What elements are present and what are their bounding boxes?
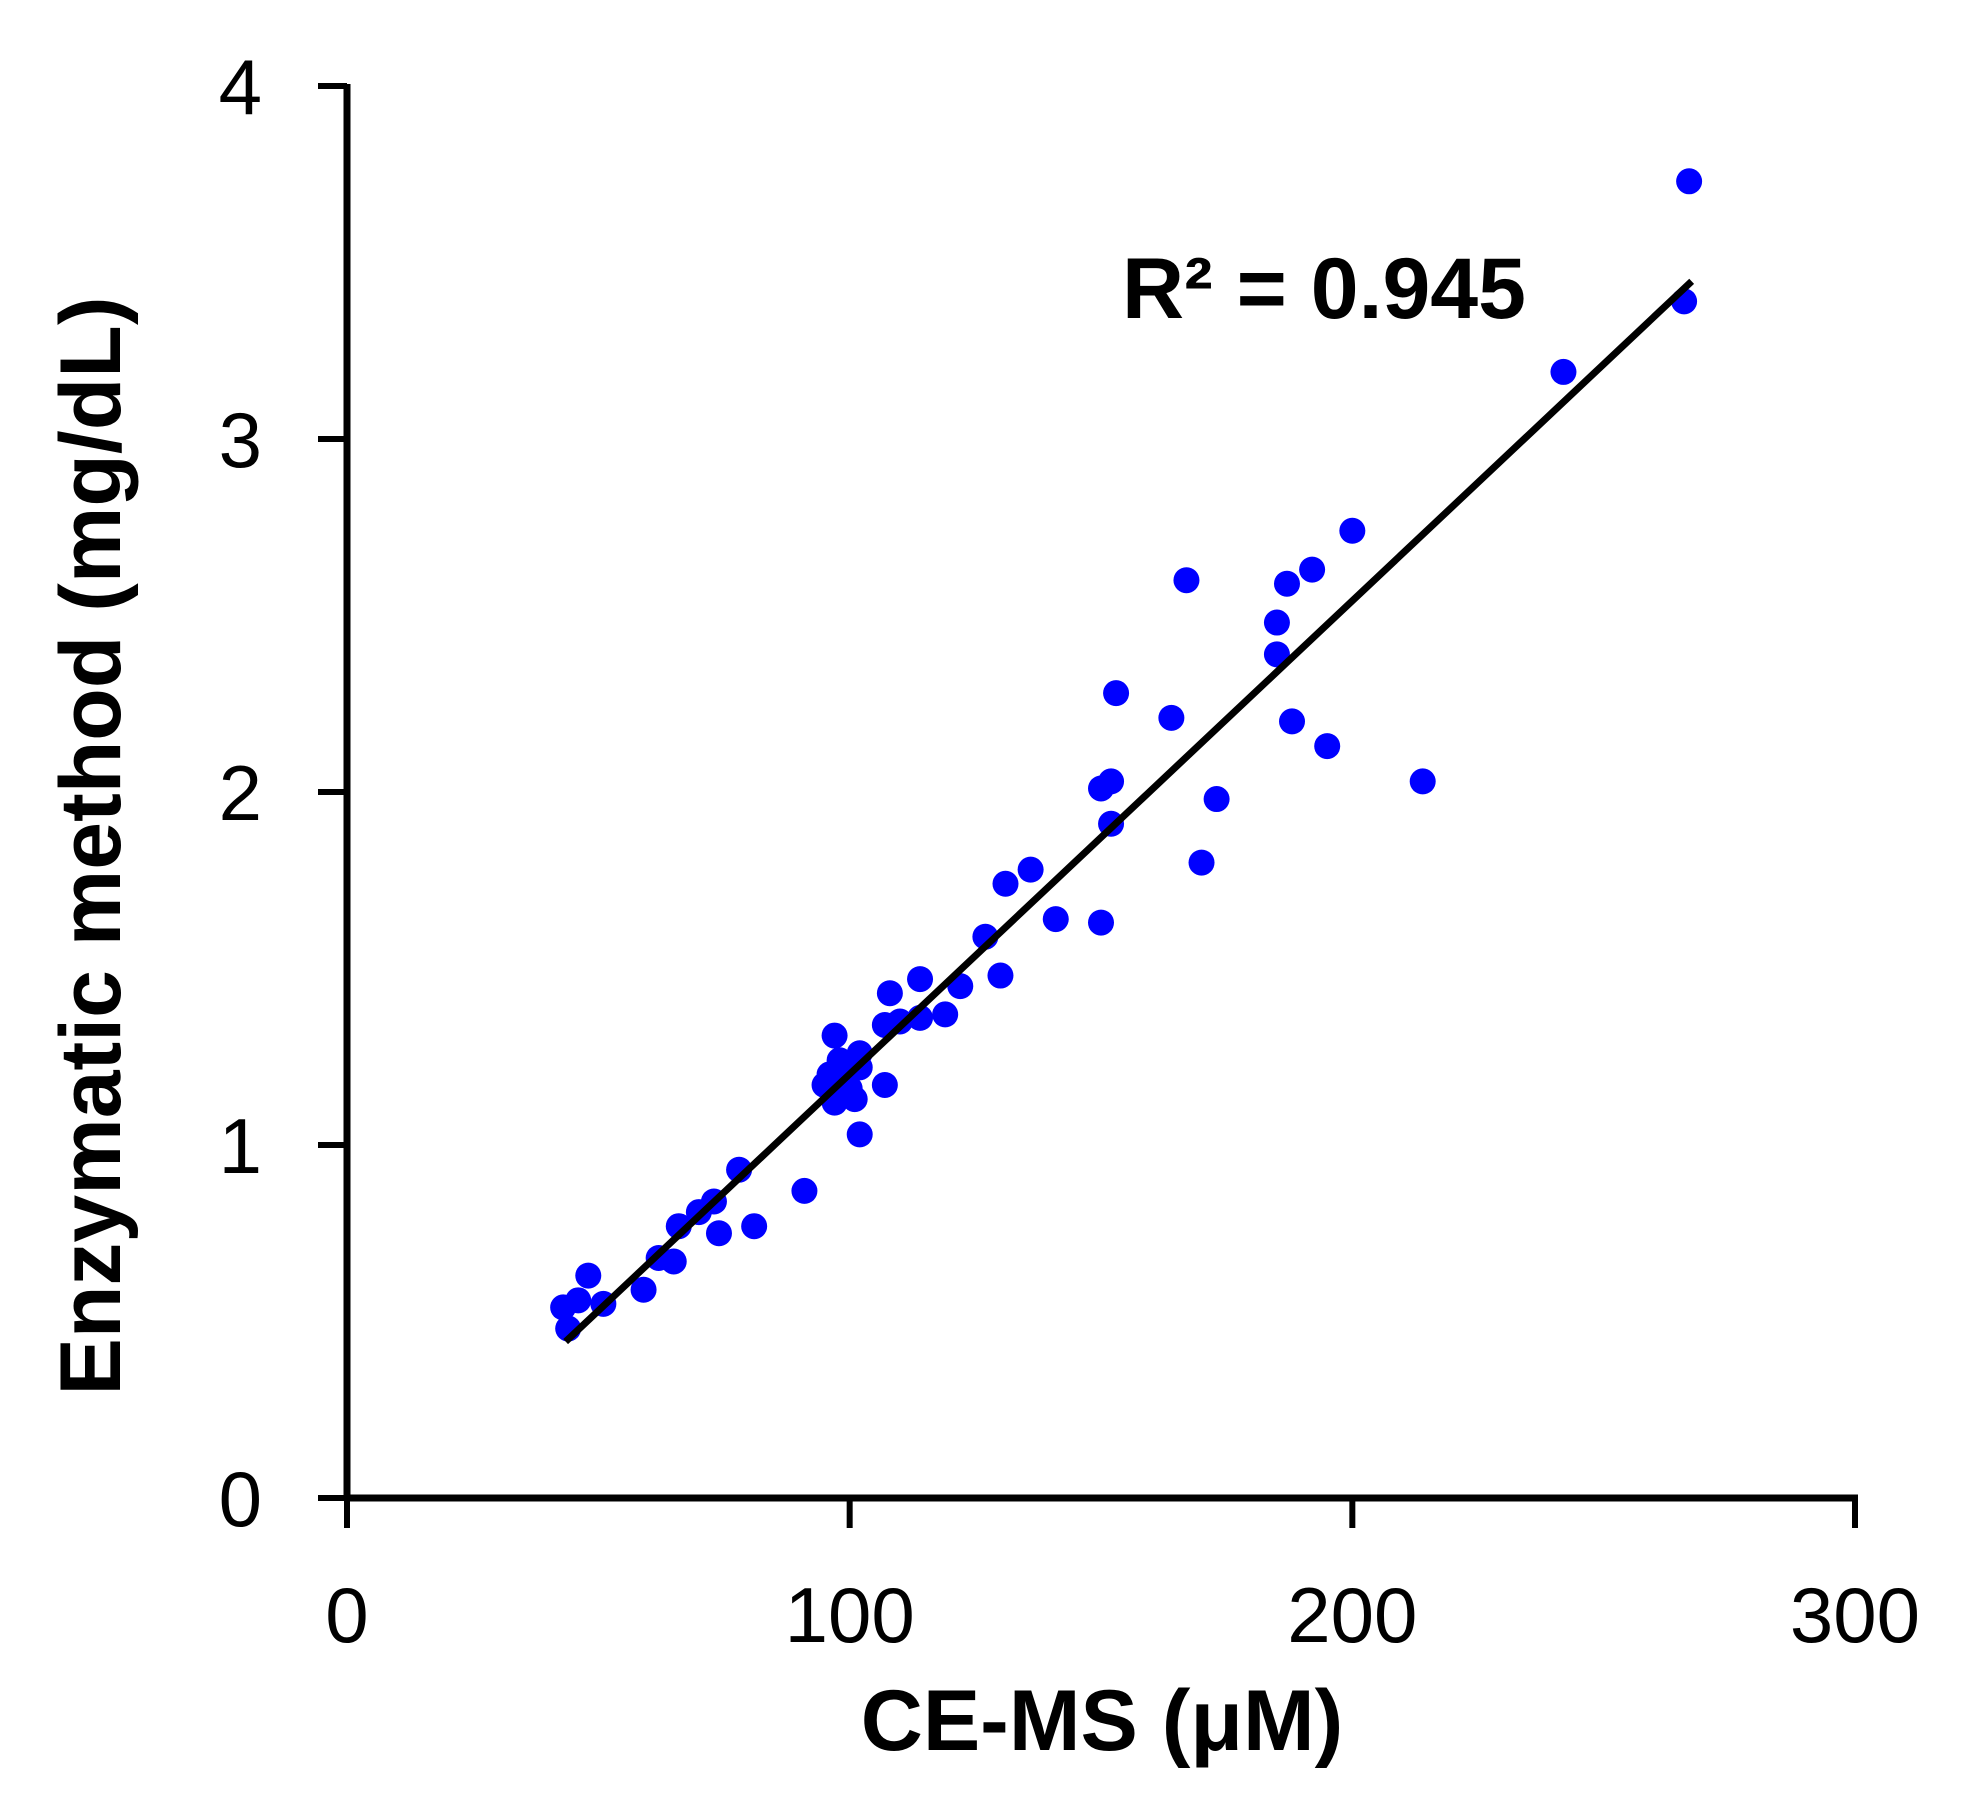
- data-point: [1103, 680, 1130, 707]
- y-axis-title: Enzymatic method (mg/dL): [43, 297, 139, 1396]
- data-points: [550, 168, 1703, 1342]
- y-tick-label: 0: [219, 1455, 262, 1543]
- data-point: [1263, 641, 1290, 668]
- data-point: [1203, 786, 1230, 813]
- data-point: [741, 1213, 768, 1240]
- data-point: [791, 1177, 818, 1204]
- data-point: [992, 870, 1019, 897]
- data-point: [705, 1220, 732, 1247]
- data-point: [876, 980, 903, 1007]
- data-point: [1676, 168, 1703, 195]
- y-tick-label: 2: [219, 749, 262, 837]
- x-axis-title: CE-MS (μM): [861, 1673, 1344, 1769]
- y-ticks: 0 1 2 3 4: [219, 43, 347, 1543]
- data-point: [1299, 556, 1326, 583]
- x-tick-label: 300: [1790, 1571, 1920, 1659]
- data-point: [886, 1008, 913, 1035]
- data-point: [1088, 909, 1114, 936]
- y-tick-label: 1: [219, 1102, 262, 1190]
- data-point: [1098, 768, 1125, 795]
- data-point: [1173, 567, 1200, 594]
- data-point: [846, 1121, 873, 1148]
- r-squared-annotation: R² = 0.945: [1122, 241, 1526, 337]
- data-point: [1042, 906, 1069, 933]
- data-point: [987, 962, 1014, 989]
- data-point: [932, 1001, 959, 1028]
- data-point: [1314, 733, 1341, 760]
- data-point: [871, 1071, 898, 1098]
- data-point: [821, 1022, 848, 1049]
- y-tick-label: 3: [219, 396, 262, 484]
- data-point: [1279, 708, 1306, 735]
- data-point: [1550, 358, 1577, 385]
- data-point: [660, 1248, 687, 1275]
- data-point: [1273, 570, 1300, 597]
- x-tick-label: 100: [785, 1571, 915, 1659]
- data-point: [630, 1276, 657, 1303]
- data-point: [575, 1262, 602, 1289]
- y-tick-label: 4: [219, 43, 262, 131]
- data-point: [1339, 517, 1366, 544]
- data-point: [1017, 856, 1044, 883]
- data-point: [1263, 609, 1290, 636]
- trendline: [563, 278, 1695, 1345]
- x-tick-label: 0: [325, 1571, 368, 1659]
- x-tick-label: 200: [1287, 1571, 1417, 1659]
- data-point: [565, 1287, 592, 1314]
- data-point: [1188, 849, 1215, 876]
- data-point: [841, 1086, 868, 1113]
- data-point: [907, 966, 934, 993]
- trendline-group: [563, 278, 1695, 1345]
- data-point: [1158, 704, 1185, 731]
- x-ticks: 0 100 200 300: [325, 1498, 1920, 1659]
- data-point: [1409, 768, 1436, 795]
